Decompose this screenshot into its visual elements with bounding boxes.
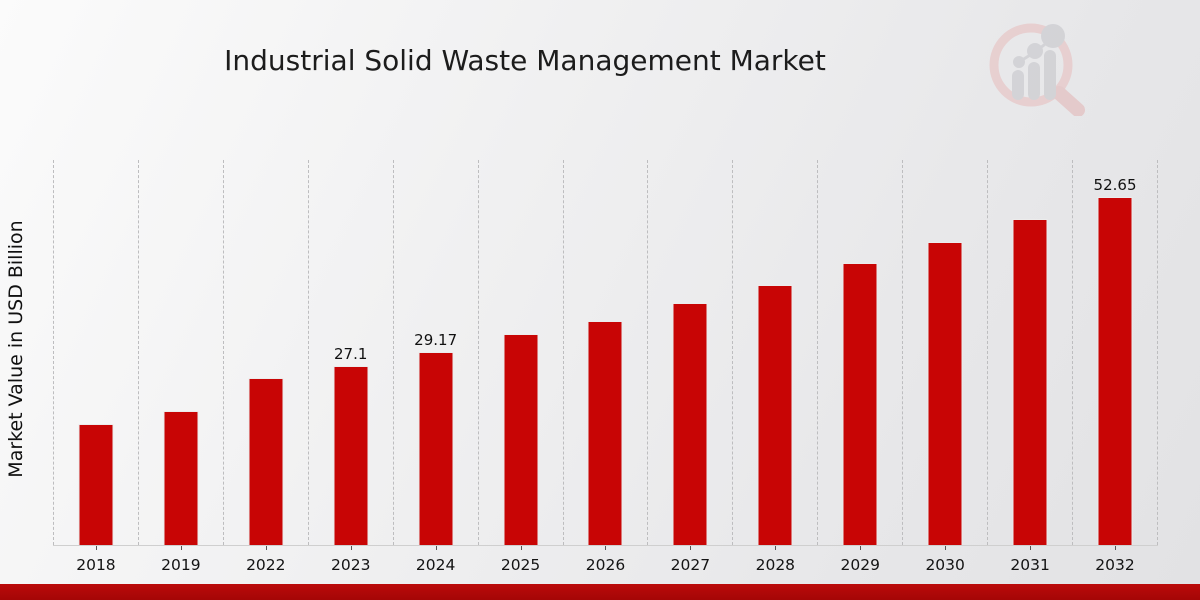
x-tick-label: 2024 [415, 556, 456, 574]
bar-column: 2018 [53, 160, 138, 574]
bar [757, 284, 793, 545]
x-tick-label: 2030 [925, 556, 965, 574]
bar [927, 241, 963, 545]
x-axis-tick [690, 546, 692, 550]
x-tick-label: 2031 [1010, 556, 1050, 574]
x-tick-label: 2019 [161, 556, 201, 574]
bar [842, 263, 878, 545]
x-axis-tick [1030, 546, 1032, 550]
bar [78, 424, 114, 545]
x-tick-label: 2027 [670, 556, 711, 574]
plot-area: 2018 2019 2022 27.1 2023 29.17 2024 2025 2026 202… [53, 160, 1158, 574]
bar-column: 2025 [477, 160, 563, 574]
bar-column: 2026 [562, 160, 648, 574]
x-tick-label: 2025 [500, 556, 541, 574]
bar-column: 2029 [817, 160, 902, 574]
bar-value-label: 29.17 [414, 331, 458, 350]
x-axis-tick [520, 546, 522, 550]
x-axis-tick [350, 546, 352, 550]
x-tick-label: 2029 [840, 556, 880, 574]
bar-value-label: 27.1 [334, 344, 368, 363]
x-tick-label: 2023 [330, 556, 371, 574]
x-axis-tick [180, 546, 182, 550]
bar [1097, 197, 1133, 545]
bar-column: 2027 [647, 160, 732, 574]
x-tick-label: 2026 [585, 556, 626, 574]
bar [333, 365, 369, 545]
bar [1012, 219, 1048, 545]
y-axis-label: Market Value in USD Billion [5, 220, 27, 478]
bar-column: 2019 [137, 160, 223, 574]
x-axis-tick [605, 546, 607, 550]
x-tick-label: 2022 [246, 556, 286, 574]
bar-column: 2031 [987, 160, 1072, 574]
x-axis-tick [435, 546, 437, 550]
magnifier-bar-chart-logo-icon [989, 23, 1085, 116]
x-axis-tick [1115, 546, 1117, 550]
bar-column: 29.17 2024 [392, 160, 478, 574]
x-tick-label: 2028 [755, 556, 796, 574]
bar [587, 320, 623, 545]
x-tick-label: 2032 [1095, 556, 1135, 574]
bar [163, 410, 199, 545]
bar [503, 334, 539, 545]
bar-column: 2030 [902, 160, 987, 574]
x-axis-tick [860, 546, 862, 550]
x-axis-tick [945, 546, 947, 550]
bottom-accent-bar [0, 584, 1200, 600]
x-axis-tick [775, 546, 777, 550]
x-axis-tick [265, 546, 267, 550]
bar-column: 2028 [732, 160, 817, 574]
bar [418, 352, 454, 545]
bar-value-label: 52.65 [1093, 176, 1137, 195]
bar [672, 303, 708, 545]
x-tick-label: 2018 [76, 556, 116, 574]
bar-column: 52.65 2032 [1072, 160, 1158, 574]
bar [248, 378, 284, 545]
bar-column: 2022 [222, 160, 308, 574]
x-axis-tick [95, 546, 97, 550]
bar-column: 27.1 2023 [307, 160, 393, 574]
chart-title: Industrial Solid Waste Management Market [224, 44, 826, 77]
